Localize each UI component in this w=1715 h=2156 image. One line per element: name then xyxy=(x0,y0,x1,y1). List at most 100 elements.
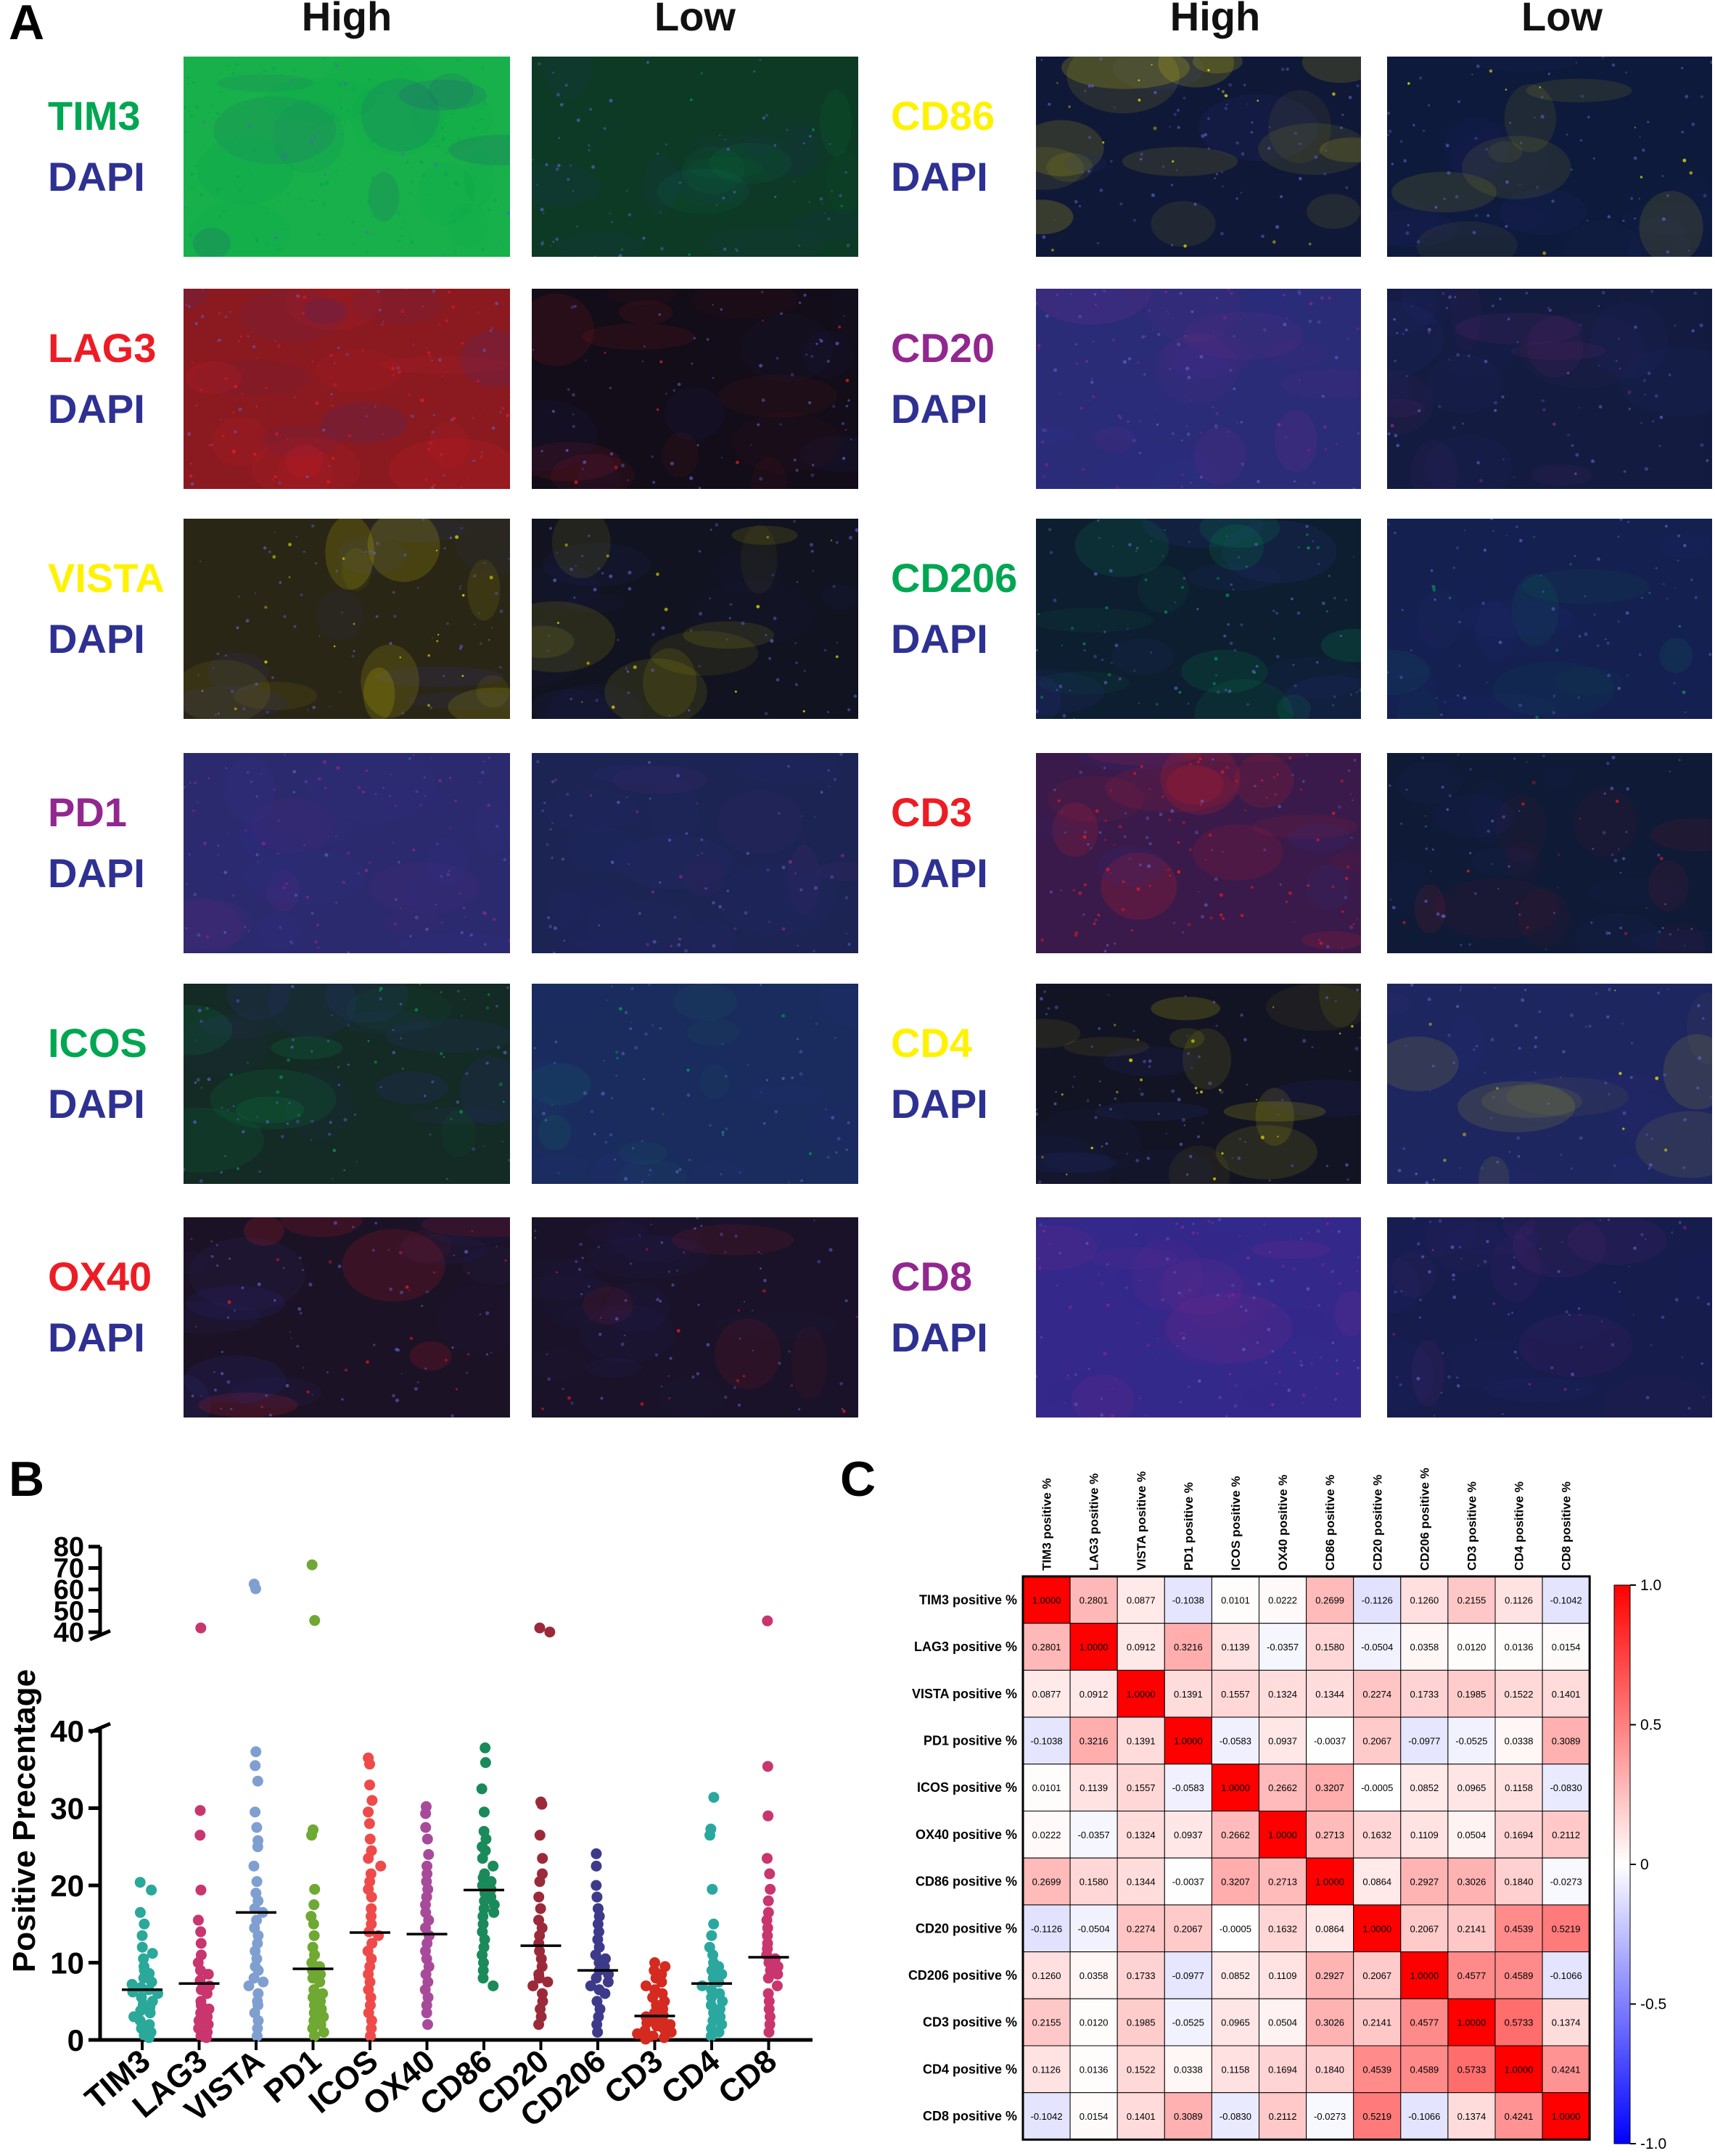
data-point-cd4 xyxy=(706,1984,717,1996)
heatmap-cell xyxy=(1164,1811,1212,1859)
heatmap-cell-value: 0.1580 xyxy=(1079,1877,1109,1888)
data-point-cd86 xyxy=(476,1783,488,1795)
x-axis-labels: TIM3LAG3VISTAPD1ICOSOX40CD86CD20CD206CD3… xyxy=(78,2040,784,2134)
heatmap-cell xyxy=(1542,1576,1590,1624)
data-point-tim3 xyxy=(146,1884,157,1896)
colorbar-tick-label: -1.0 xyxy=(1640,2136,1666,2152)
heatmap-cell xyxy=(1447,2045,1496,2094)
heatmap-cell-value: -0.0830 xyxy=(1220,2111,1251,2122)
data-point-cd20 xyxy=(534,1876,546,1888)
data-point-vista xyxy=(252,2023,263,2034)
heatmap-cell xyxy=(1164,1576,1212,1624)
data-point-cd86 xyxy=(480,1742,491,1753)
heatmap-cell-value: 0.4241 xyxy=(1505,2111,1534,2122)
heatmap-cell-value: 0.1840 xyxy=(1505,1877,1534,1888)
data-point-ox40 xyxy=(420,1822,432,1833)
heatmap-cell xyxy=(1022,2092,1071,2140)
heatmap-cell-value: 0.1109 xyxy=(1269,1970,1297,1981)
heatmap-cell xyxy=(1164,2045,1212,2094)
heatmap-cell-value: -0.1038 xyxy=(1172,1595,1204,1605)
heatmap-cell-value: 1.0000 xyxy=(1362,1923,1391,1934)
heatmap-cell-value: 1.0000 xyxy=(1410,1970,1439,1981)
heatmap-cell-value: -0.0037 xyxy=(1172,1877,1204,1888)
heatmap-cell-value: -0.1042 xyxy=(1550,1595,1582,1605)
data-point-cd4 xyxy=(704,1830,716,1841)
data-point-cd20 xyxy=(544,1626,556,1638)
heatmap-cell xyxy=(1494,1951,1543,1999)
heatmap-cell-value: 0.1985 xyxy=(1457,1689,1486,1700)
heatmap-cell xyxy=(1447,1811,1496,1859)
panel-label-c: C xyxy=(840,1452,876,1507)
heatmap-cell-value: -0.0273 xyxy=(1314,2111,1346,2122)
heatmap-cell-value: 0.0338 xyxy=(1505,1735,1534,1746)
heatmap-cell-value: 0.2662 xyxy=(1268,1782,1297,1793)
heatmap-cell-value: -0.1126 xyxy=(1031,1923,1062,1934)
heatmap-cell-value: -0.0273 xyxy=(1550,1877,1582,1888)
data-point-cd3 xyxy=(632,2028,643,2039)
heatmap-cell-value: -0.1126 xyxy=(1362,1595,1393,1605)
heatmap-cell-value: 1.0000 xyxy=(1315,1877,1344,1888)
dapi-label: DAPI xyxy=(48,386,145,432)
heatmap-cell-value: 0.2141 xyxy=(1362,2017,1391,2028)
heatmap-cell xyxy=(1400,1576,1449,1624)
heatmap-cell-value: 0.2699 xyxy=(1032,1877,1061,1888)
heatmap-column-label: ICOS positive % xyxy=(1229,1476,1243,1571)
heatmap-cell-value: -0.0357 xyxy=(1267,1642,1299,1653)
heatmap-cell-value: 0.3089 xyxy=(1552,1735,1581,1746)
data-point-cd8 xyxy=(761,1853,773,1864)
heatmap-cell-value: 0.1344 xyxy=(1315,1689,1344,1700)
data-point-pd1 xyxy=(306,1830,318,1841)
heatmap-cell-value: 0.1344 xyxy=(1127,1877,1156,1888)
data-point-pd1 xyxy=(309,1883,321,1895)
data-point-tim3 xyxy=(143,2032,155,2044)
heatmap-cell xyxy=(1259,1857,1307,1906)
heatmap-cell xyxy=(1494,1669,1543,1718)
data-point-tim3 xyxy=(147,1948,158,1959)
heatmap-cell xyxy=(1542,1811,1590,1859)
heatmap-cell-value: 0.0358 xyxy=(1410,1642,1439,1653)
heatmap-cell-value: 0.1126 xyxy=(1032,2064,1061,2075)
heatmap-cell-value: 0.0864 xyxy=(1362,1877,1391,1888)
median-lines xyxy=(122,1888,789,2017)
heatmap-row-label: CD8 positive % xyxy=(923,2109,1017,2123)
data-point-cd3 xyxy=(656,1976,667,1988)
heatmap-column-label: CD86 positive % xyxy=(1323,1475,1337,1571)
data-point-vista xyxy=(250,1760,261,1772)
heatmap-cell-value: 0.1109 xyxy=(1410,1830,1439,1840)
heatmap-cell xyxy=(1259,2045,1307,2094)
heatmap-cell xyxy=(1494,1857,1543,1906)
heatmap-row-label: PD1 positive % xyxy=(924,1733,1017,1748)
heatmap-cell-value: 0.1374 xyxy=(1552,2017,1581,2028)
heatmap-cell-value: 0.2927 xyxy=(1315,1970,1344,1981)
data-point-lag3 xyxy=(200,2032,212,2044)
heatmap-row-label: CD3 positive % xyxy=(923,2015,1017,2030)
heatmap-cell-value: -0.0037 xyxy=(1314,1735,1346,1746)
heatmap-cell-value: 0.0154 xyxy=(1552,1642,1581,1653)
colorbar-gradient xyxy=(1613,1584,1631,2144)
data-point-vista xyxy=(248,1860,260,1872)
data-point-cd86 xyxy=(488,1980,499,1991)
data-point-cd4 xyxy=(706,1991,717,2003)
micrograph-vista-low xyxy=(532,519,858,719)
data-point-cd3 xyxy=(658,2032,670,2044)
heatmap-cell-value: 0.0852 xyxy=(1221,1970,1250,1981)
heatmap-cell xyxy=(1164,1857,1212,1906)
micrograph-ox40-low xyxy=(532,1217,858,1418)
heatmap-cell-value: 0.2699 xyxy=(1315,1595,1344,1605)
data-point-ox40 xyxy=(421,2007,432,2019)
data-point-cd20 xyxy=(527,1980,539,1991)
heatmap-column-label: OX40 positive % xyxy=(1276,1475,1290,1571)
dapi-label: DAPI xyxy=(891,1314,988,1360)
heatmap-cell-value: 0.0965 xyxy=(1457,1782,1486,1793)
heatmap-cell xyxy=(1211,1716,1259,1765)
heatmap-cell xyxy=(1542,1716,1590,1765)
data-point-vista xyxy=(258,1976,269,1988)
data-point-tim3 xyxy=(144,2007,156,2019)
data-point-cd8 xyxy=(762,1930,773,1941)
heatmap-cell-value: -0.0504 xyxy=(1361,1642,1393,1653)
micrograph-vista-high xyxy=(184,519,510,719)
heatmap-cell-value: -0.0525 xyxy=(1455,1735,1487,1746)
micrograph-cd20-high xyxy=(1036,289,1361,489)
heatmap-cell-value: 0.2067 xyxy=(1362,1970,1391,1981)
heatmap-cell-value: 0.1985 xyxy=(1127,2017,1156,2028)
